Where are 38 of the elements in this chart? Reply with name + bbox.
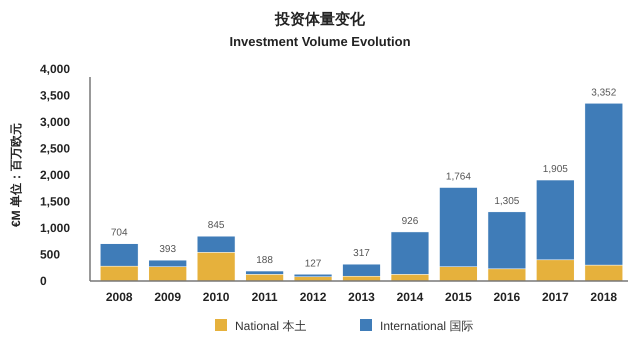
total-label: 127 — [304, 258, 322, 270]
total-label: 393 — [159, 244, 176, 256]
total-label: 317 — [353, 248, 370, 260]
y-tick-label: 3,500 — [40, 88, 70, 102]
x-tick-label: 2013 — [348, 290, 376, 304]
y-axis-title: €M 单位：百万欧元 — [9, 122, 23, 228]
total-label: 845 — [208, 220, 225, 232]
total-label: 1,305 — [494, 196, 520, 207]
x-tick-label: 2008 — [106, 290, 133, 304]
x-tick-label: 2014 — [396, 290, 424, 304]
y-tick-label: 1,000 — [40, 221, 70, 235]
total-label: 1,764 — [446, 172, 472, 183]
x-tick-label: 2017 — [542, 290, 569, 304]
x-tick-label: 2016 — [494, 290, 521, 304]
x-tick-label: 2011 — [252, 290, 278, 304]
bar — [294, 274, 332, 278]
y-tick-label: 2,000 — [40, 168, 70, 182]
x-tick-label: 2012 — [300, 290, 327, 304]
y-tick-label: 500 — [40, 248, 60, 262]
x-tick-label: 2010 — [202, 290, 230, 304]
bar — [342, 264, 381, 276]
chart-subtitle: Investment Volume Evolution — [229, 34, 411, 49]
total-label: 188 — [256, 255, 274, 266]
total-label: 704 — [110, 228, 128, 239]
total-label: 3,352 — [591, 87, 617, 98]
y-tick-label: 1,500 — [40, 194, 70, 208]
x-tick-label: 2009 — [154, 290, 182, 304]
legend-label: National 本土 — [235, 319, 306, 333]
x-tick-label: 2015 — [445, 290, 472, 304]
y-tick-label: 0 — [40, 274, 47, 288]
y-tick-label: 2,500 — [40, 142, 70, 156]
total-label: 926 — [402, 216, 419, 227]
total-label: 1,905 — [542, 164, 568, 176]
x-tick-label: 2018 — [590, 290, 618, 304]
y-tick-label: 3,000 — [40, 115, 70, 129]
y-tick-label: 4,000 — [40, 62, 70, 76]
legend-label: International 国际 — [380, 319, 474, 333]
chart-title: 投资体量变化 — [274, 10, 366, 28]
